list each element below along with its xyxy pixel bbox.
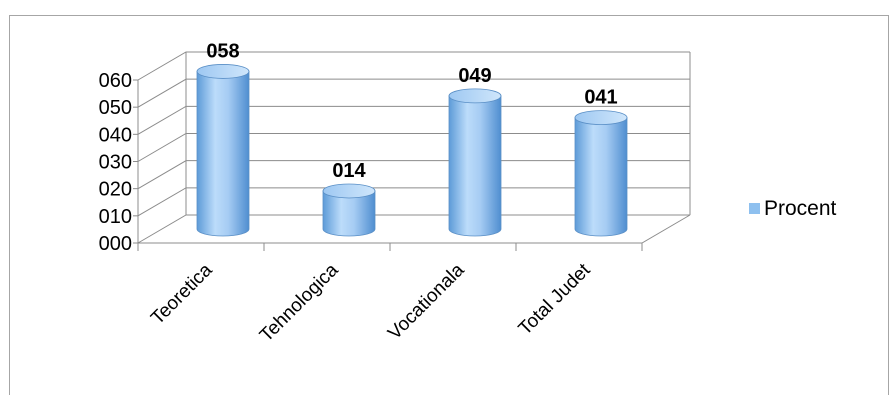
y-tick-label: 040	[99, 124, 132, 146]
y-tick-label: 020	[99, 179, 132, 201]
y-tick-label: 060	[99, 70, 132, 92]
x-tick-label: Tehnologica	[256, 259, 343, 346]
x-tick-label: Total Judet	[515, 259, 595, 339]
bar-top	[322, 183, 376, 199]
bar-top	[448, 88, 502, 104]
bar-body	[196, 71, 250, 237]
data-label: 014	[332, 160, 366, 182]
bar-body	[322, 190, 376, 237]
legend-swatch	[749, 203, 760, 214]
x-tick-label: Teoretica	[147, 259, 217, 329]
legend-label: Procent	[764, 197, 837, 220]
y-tick-label: 050	[99, 97, 132, 119]
chart-frame	[9, 15, 889, 395]
bar-top	[196, 64, 250, 79]
y-tick-label: 000	[99, 233, 132, 255]
legend: Procent	[749, 197, 837, 220]
bar-body	[448, 95, 502, 237]
axes	[133, 52, 691, 251]
bar	[322, 183, 376, 237]
bar-body	[574, 117, 628, 237]
bars	[196, 64, 628, 237]
data-label: 041	[584, 87, 617, 109]
bar-top	[574, 110, 628, 126]
data-label: 049	[458, 65, 491, 87]
bar	[196, 64, 250, 237]
y-tick-label: 030	[99, 152, 132, 174]
bar	[448, 88, 502, 237]
y-tick-label: 010	[99, 206, 132, 228]
data-label: 058	[206, 40, 239, 62]
x-tick-label: Vocationala	[384, 259, 469, 344]
bar	[574, 110, 628, 237]
